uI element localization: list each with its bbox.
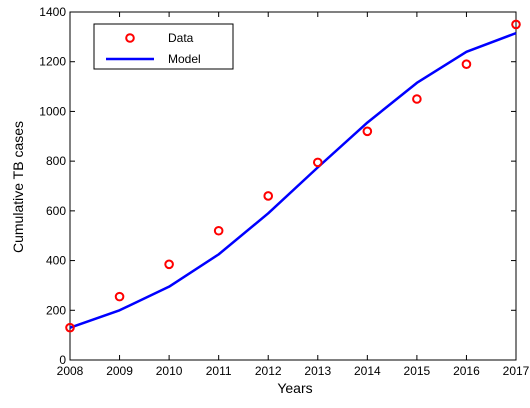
x-tick-label: 2013 <box>304 364 331 378</box>
y-tick-label: 600 <box>46 204 66 218</box>
y-tick-label: 400 <box>46 254 66 268</box>
data-point <box>312 157 323 168</box>
plot-frame-group <box>69 11 517 361</box>
x-tick-label: 2008 <box>57 364 84 378</box>
data-point <box>114 291 125 302</box>
x-tick-label: 2010 <box>156 364 183 378</box>
ticks-group: 2008 2009 2010 2011 2012 2013 2014 2015 2016 2017… <box>39 5 529 378</box>
data-point <box>412 94 422 104</box>
x-tick-label: 2009 <box>106 364 133 378</box>
data-point <box>461 59 472 69</box>
series-group <box>65 19 521 333</box>
legend: Data Model <box>93 23 234 70</box>
data-point <box>164 259 174 270</box>
plot-area-frame <box>69 11 517 361</box>
data-point <box>65 322 75 333</box>
x-tick-label: 2011 <box>206 364 232 378</box>
y-tick-label: 1400 <box>39 5 66 19</box>
x-axis-label: Years <box>277 380 312 396</box>
legend-box <box>93 23 234 70</box>
legend-model-label: Model <box>168 52 201 66</box>
legend-data-marker <box>125 33 135 43</box>
x-tick-label: 2017 <box>503 364 530 378</box>
x-tick-label: 2015 <box>404 364 431 378</box>
data-point <box>362 126 373 137</box>
y-tick-label: 800 <box>46 154 66 168</box>
y-tick-label: 0 <box>59 353 66 367</box>
y-axis-label: Cumulative TB cases <box>10 121 26 253</box>
data-point <box>263 191 274 201</box>
y-tick-label: 200 <box>46 303 66 317</box>
x-tick-label: 2014 <box>354 364 381 378</box>
data-point <box>511 19 521 30</box>
model-series-line <box>69 31 517 329</box>
legend-data-label: Data <box>168 31 194 45</box>
y-tick-label: 1200 <box>39 55 66 69</box>
data-point <box>213 225 224 236</box>
y-tick-label: 1000 <box>39 104 66 118</box>
x-tick-label: 2012 <box>255 364 282 378</box>
x-tick-label: 2016 <box>453 364 480 378</box>
